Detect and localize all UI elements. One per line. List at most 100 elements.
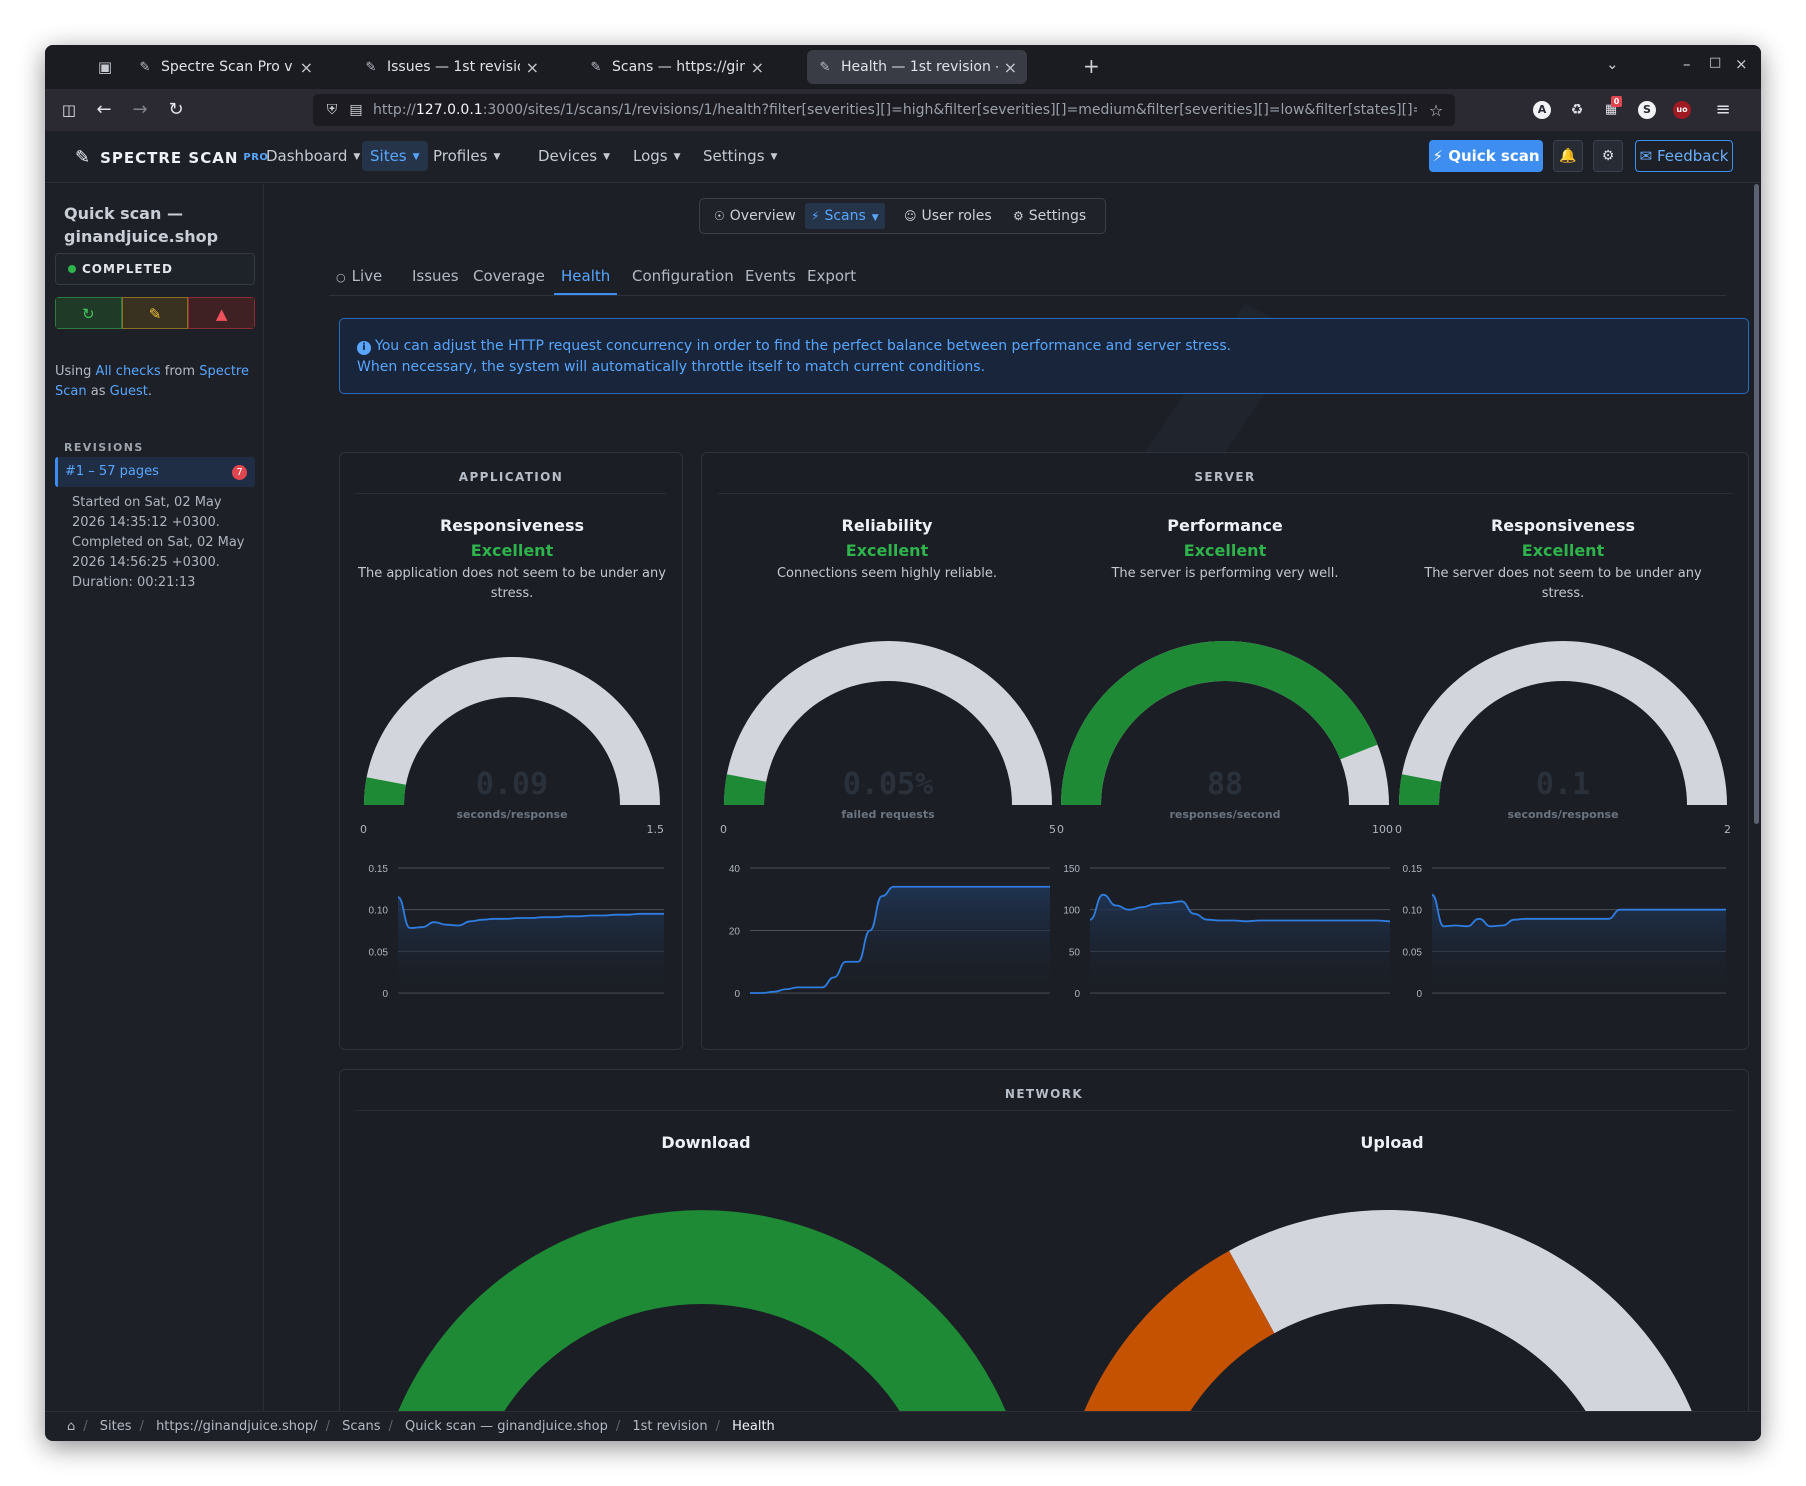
metric-title: Responsiveness — [439, 516, 585, 535]
gauge-value: 0.09 — [475, 767, 549, 802]
page-icon[interactable]: ▤ — [349, 102, 363, 118]
revision-info: Started on Sat, 02 May 2026 14:35:12 +03… — [72, 495, 245, 590]
tab-overflow-chevron-icon[interactable]: ⌄ — [1606, 55, 1619, 73]
metric-rating: Excellent — [470, 541, 554, 560]
theme-toggle-icon[interactable]: ⚙ — [1593, 140, 1623, 172]
gauge-fill — [364, 777, 406, 805]
subnav-user-roles[interactable]: ☺ User roles — [904, 208, 992, 224]
menu-profiles[interactable]: Profiles ▼ — [433, 147, 501, 165]
account-extension-icon[interactable]: A — [1533, 101, 1551, 119]
caret-down-icon: ▼ — [673, 152, 681, 162]
close-tab-icon[interactable]: × — [750, 57, 764, 77]
checks-link[interactable]: All checks — [95, 364, 161, 379]
server-responsiveness-history-chart: 0.15 0.10 0.05 0 — [1390, 858, 1734, 1008]
status-dot-icon — [68, 265, 76, 273]
menu-devices[interactable]: Devices ▼ — [538, 147, 611, 165]
history-area — [398, 897, 664, 993]
scan-actions: ↻ ✎ ▲ — [55, 297, 255, 329]
close-window-icon[interactable]: × — [1735, 55, 1748, 73]
breadcrumb-sites[interactable]: Sites — [99, 1419, 132, 1434]
edit-scan-icon[interactable]: ✎ — [121, 297, 189, 329]
tab-issues[interactable]: Issues — [412, 267, 459, 285]
breadcrumb-scan[interactable]: Quick scan — ginandjuice.shop — [405, 1419, 608, 1434]
metric-title: Responsiveness — [1490, 516, 1636, 535]
forward-arrow-icon[interactable]: → — [132, 99, 148, 120]
breadcrumb-site-url[interactable]: https://ginandjuice.shop/ — [156, 1419, 318, 1434]
gauge-max-label: 1.5 — [646, 823, 665, 836]
caret-down-icon: ▼ — [603, 152, 611, 162]
spectre-scan-link[interactable]: Spectre Scan — [55, 364, 249, 399]
reload-icon[interactable]: ↻ — [168, 99, 184, 120]
breadcrumb-scans[interactable]: Scans — [342, 1419, 381, 1434]
tab-coverage[interactable]: Coverage — [473, 267, 545, 285]
gauge-fill — [1399, 774, 1442, 805]
close-tab-icon[interactable]: × — [1003, 57, 1017, 77]
history-area — [1090, 894, 1390, 993]
gear-icon: ⚙ — [1013, 209, 1024, 223]
url-bar[interactable]: ⛨ ▤ http://127.0.0.1:3000/sites/1/scans/… — [313, 94, 1455, 126]
repeat-scan-icon[interactable]: ↻ — [55, 297, 122, 329]
history-area — [750, 886, 1050, 993]
browser-tab-issues[interactable]: ✎ Issues — 1st revision - Test × — [353, 50, 549, 84]
tab-health[interactable]: Health — [554, 256, 618, 295]
subnav-scans[interactable]: ⚡ Scans ▼ — [805, 203, 885, 229]
shield-icon[interactable]: ⛨ — [326, 102, 338, 118]
menu-sites[interactable]: Sites ▼ — [362, 141, 428, 171]
url-text[interactable]: http://127.0.0.1:3000/sites/1/scans/1/re… — [373, 102, 1417, 118]
y-tick-label: 100 — [1063, 906, 1080, 917]
tab-live[interactable]: ○ Live — [336, 267, 383, 285]
gauge-track — [1399, 641, 1727, 805]
minimize-icon[interactable]: – — [1683, 55, 1691, 73]
gauge-fill — [724, 774, 767, 805]
spectre-favicon-icon: ✎ — [819, 59, 831, 75]
menu-settings[interactable]: Settings ▼ — [703, 147, 778, 165]
bookmark-star-icon[interactable]: ☆ — [1428, 100, 1444, 120]
metric-title: Reliability — [841, 516, 933, 535]
y-tick-label: 0.05 — [369, 947, 389, 958]
sync-extension-icon[interactable]: S — [1638, 101, 1656, 119]
close-tab-icon[interactable]: × — [299, 57, 313, 77]
sidebar-toggle-icon[interactable]: ◫ — [61, 101, 77, 119]
notification-extension-icon[interactable]: ▦ 0 — [1602, 96, 1622, 119]
tab-export[interactable]: Export — [807, 267, 857, 285]
browser-tab-health[interactable]: ✎ Health — 1st revision - Quick scan × — [807, 50, 1027, 84]
tab-events[interactable]: Events — [745, 267, 796, 285]
ublock-extension-icon[interactable]: uo — [1673, 101, 1691, 119]
extensions-puzzle-icon[interactable]: ♻ — [1570, 102, 1584, 118]
delete-scan-icon[interactable]: ▲ — [188, 297, 255, 329]
quick-scan-button[interactable]: ⚡ Quick scan — [1429, 140, 1543, 172]
breadcrumb-revision[interactable]: 1st revision — [632, 1419, 708, 1434]
browser-tab-title: Health — 1st revision - Quick scan — [841, 59, 998, 75]
feedback-button[interactable]: ✉ Feedback — [1635, 140, 1733, 172]
tab-list-icon[interactable]: ▣ — [97, 58, 113, 76]
menu-logs[interactable]: Logs ▼ — [633, 147, 681, 165]
guest-link[interactable]: Guest — [109, 384, 148, 399]
extension-badge: 0 — [1611, 96, 1622, 107]
app-responsiveness-gauge: 0.09 seconds/response 0 1.5 — [360, 653, 664, 841]
gauge-unit: responses/second — [1169, 808, 1281, 821]
browser-tab-spectre[interactable]: ✎ Spectre Scan Pro v1.12 × — [127, 50, 323, 84]
revision-item[interactable]: #1 – 57 pages 7 — [55, 457, 255, 487]
subnav-overview[interactable]: ☉ Overview — [714, 208, 796, 224]
server-reliability-gauge: 0.05% failed requests 0 5 — [720, 637, 1056, 841]
metric-description: The application does not seem to be unde… — [358, 566, 666, 601]
browser-window: ▣ ✎ Spectre Scan Pro v1.12 × ✎ Issues — … — [45, 45, 1761, 1441]
tab-configuration[interactable]: Configuration — [632, 267, 734, 285]
browser-tab-scans[interactable]: ✎ Scans — https://ginandjuice.shop × — [578, 50, 774, 84]
home-icon[interactable]: ⌂ — [67, 1419, 76, 1434]
metric-rating: Excellent — [1521, 541, 1605, 560]
page-scrollbar[interactable] — [1754, 184, 1759, 824]
menu-dashboard[interactable]: Dashboard ▼ — [266, 147, 361, 165]
brand-badge: PRO — [243, 152, 269, 163]
close-tab-icon[interactable]: × — [525, 57, 539, 77]
subnav-settings[interactable]: ⚙ Settings — [1013, 208, 1087, 224]
back-arrow-icon[interactable]: ← — [96, 99, 112, 120]
browser-tab-title: Issues — 1st revision - Test — [387, 59, 520, 75]
hamburger-menu-icon[interactable]: ≡ — [1715, 99, 1731, 120]
new-tab-button[interactable]: + — [1083, 54, 1100, 78]
notifications-bell-icon[interactable]: 🔔 — [1553, 140, 1583, 172]
brand-logo[interactable]: ✎ SPECTRE SCAN PRO — [75, 147, 268, 168]
y-tick-label: 0 — [382, 989, 388, 1000]
maximize-icon[interactable]: □ — [1709, 55, 1722, 70]
download-metric: Download — [546, 1131, 866, 1155]
